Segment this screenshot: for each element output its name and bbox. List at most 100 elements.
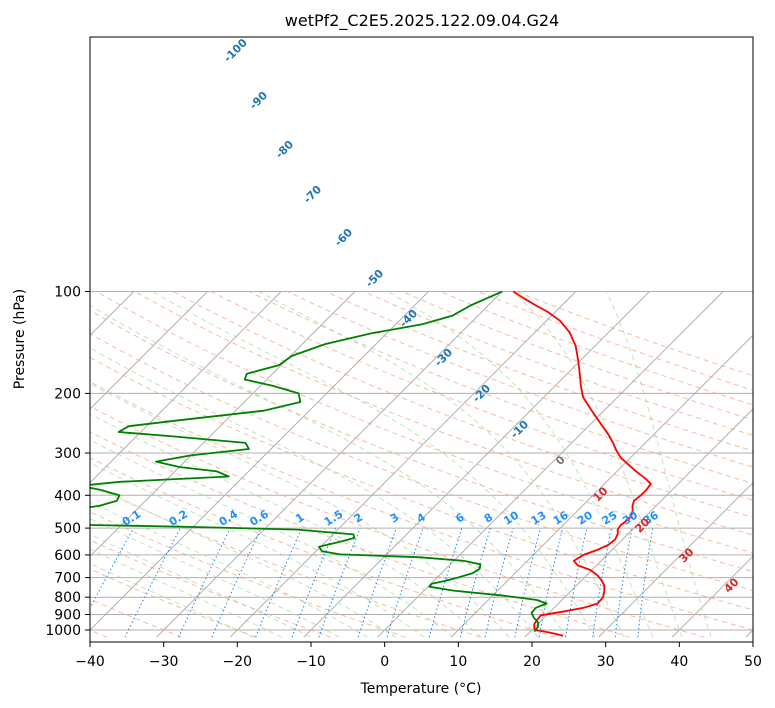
mixing-ratio-line bbox=[592, 527, 612, 638]
mixing-ratio-line bbox=[211, 527, 262, 638]
dry-adiabat-line bbox=[401, 291, 753, 421]
mixing-ratio-label: 13 bbox=[529, 509, 549, 528]
dry-adiabat-line bbox=[90, 511, 406, 638]
chart-title: wetPf2_C2E5.2025.122.09.04.G24 bbox=[285, 11, 559, 31]
isotherm-line bbox=[90, 291, 208, 410]
moist-adiabat-label: 30 bbox=[677, 545, 697, 565]
dry-adiabat-line bbox=[90, 405, 705, 638]
y-tick-label: 800 bbox=[54, 590, 81, 606]
moist-adiabat-label: 0 bbox=[553, 453, 568, 468]
isotherm-line bbox=[598, 481, 753, 638]
mixing-ratio-line bbox=[255, 527, 303, 638]
dry-adiabat-label: -80 bbox=[273, 138, 296, 161]
mixing-ratio-label: 0.4 bbox=[217, 507, 241, 529]
y-tick-label: 600 bbox=[54, 548, 81, 564]
mixing-ratio-line bbox=[90, 527, 134, 610]
mixing-ratio-line bbox=[565, 527, 588, 638]
mixing-ratio-line bbox=[178, 527, 231, 638]
x-tick-label: 50 bbox=[744, 654, 762, 670]
dry-adiabat-label: -50 bbox=[363, 267, 386, 290]
dry-adiabat-line bbox=[210, 291, 753, 501]
plot-frame bbox=[89, 36, 754, 643]
y-tick-label: 700 bbox=[54, 571, 81, 587]
x-tick-label: 0 bbox=[380, 654, 389, 670]
y-tick-label: 100 bbox=[54, 285, 81, 301]
moist-adiabat-label: 40 bbox=[722, 575, 742, 595]
isotherm-line bbox=[303, 291, 650, 638]
dewpoint-curve bbox=[90, 290, 548, 633]
dry-adiabat-line bbox=[90, 483, 481, 638]
isotherm-line bbox=[450, 334, 753, 638]
dry-adiabat-line bbox=[90, 309, 753, 573]
grid-layer bbox=[0, 291, 753, 638]
moist-adiabat-line bbox=[151, 291, 596, 638]
dry-adiabat-line bbox=[90, 598, 182, 638]
dry-adiabat-line bbox=[287, 291, 753, 468]
x-tick-label: 40 bbox=[670, 654, 688, 670]
dry-adiabat-label: -30 bbox=[432, 346, 455, 369]
dry-adiabat-line bbox=[90, 333, 753, 592]
mixing-ratio-label: 2 bbox=[352, 511, 365, 526]
x-tick-label: 10 bbox=[449, 654, 467, 670]
moist-adiabat-line bbox=[90, 533, 311, 638]
isotherm-line bbox=[90, 291, 282, 484]
isotherm-line bbox=[524, 408, 753, 638]
isotherm-line bbox=[671, 555, 753, 638]
mixing-ratio-line bbox=[357, 527, 397, 638]
moist-adiabat-line bbox=[90, 518, 340, 638]
mixing-ratio-line bbox=[538, 527, 564, 638]
dry-adiabat-label: -20 bbox=[470, 382, 493, 405]
x-tick-label: −30 bbox=[149, 654, 179, 670]
moist-adiabat-line bbox=[605, 291, 712, 638]
dry-adiabat-line bbox=[90, 431, 630, 638]
isotherm-line bbox=[745, 629, 753, 638]
y-tick-label: 1000 bbox=[45, 623, 81, 639]
isotherm-line bbox=[377, 291, 724, 638]
dry-adiabat-line bbox=[96, 291, 753, 554]
moist-adiabat-line bbox=[90, 347, 539, 638]
dry-adiabat-label: -70 bbox=[301, 183, 324, 206]
isotherm-line bbox=[0, 292, 60, 638]
isotherm-line bbox=[156, 291, 503, 638]
dry-adiabat-line bbox=[90, 457, 556, 638]
dry-adiabat-label: -40 bbox=[397, 307, 420, 330]
mixing-ratio-label: 6 bbox=[453, 510, 467, 525]
reference-labels: 0.1 0.2 0.4 0.6 1 1.5 2 3 4 6 8 10 13 16 20 25 30 36-100-… bbox=[120, 36, 742, 596]
moist-adiabat-line bbox=[90, 439, 453, 638]
y-tick-label: 500 bbox=[54, 521, 81, 537]
mixing-ratio-line bbox=[637, 528, 654, 638]
profile-layer bbox=[90, 290, 652, 637]
moist-adiabat-line bbox=[258, 291, 625, 638]
dry-adiabat-line bbox=[363, 291, 753, 436]
moist-adiabat-line bbox=[90, 382, 510, 638]
dry-adiabat-label: -100 bbox=[221, 36, 250, 65]
isotherm-line bbox=[90, 291, 356, 558]
dry-adiabat-label: -90 bbox=[247, 89, 270, 112]
temperature-curve bbox=[512, 290, 652, 637]
dry-adiabat-line bbox=[90, 381, 753, 631]
x-axis-label: Temperature (°C) bbox=[360, 681, 482, 697]
mixing-ratio-label: 16 bbox=[551, 508, 571, 527]
y-tick-label: 300 bbox=[54, 446, 81, 462]
y-tick-label: 400 bbox=[54, 488, 81, 504]
x-tick-label: −10 bbox=[296, 654, 326, 670]
mixing-ratio-line bbox=[386, 527, 424, 638]
mixing-ratio-label: 4 bbox=[414, 510, 428, 525]
x-tick-label: −40 bbox=[75, 654, 105, 670]
mixing-ratio-line bbox=[124, 527, 181, 638]
isotherm-line bbox=[90, 291, 429, 631]
x-tick-label: 30 bbox=[597, 654, 615, 670]
x-tick-label: 20 bbox=[523, 654, 541, 670]
moist-adiabat-line bbox=[90, 462, 425, 638]
y-axis-label: Pressure (hPa) bbox=[12, 289, 28, 389]
moist-adiabat-line bbox=[387, 291, 654, 638]
x-axis: −40 −30 −20 −10 0 10 20 30 40 50 bbox=[75, 642, 762, 670]
moist-adiabat-line bbox=[90, 304, 567, 638]
dry-adiabat-line bbox=[90, 356, 753, 611]
mixing-ratio-label: 20 bbox=[575, 508, 595, 527]
mixing-ratio-line bbox=[614, 528, 633, 638]
dry-adiabat-line bbox=[90, 568, 257, 638]
mixing-ratio-label: 8 bbox=[482, 511, 495, 526]
